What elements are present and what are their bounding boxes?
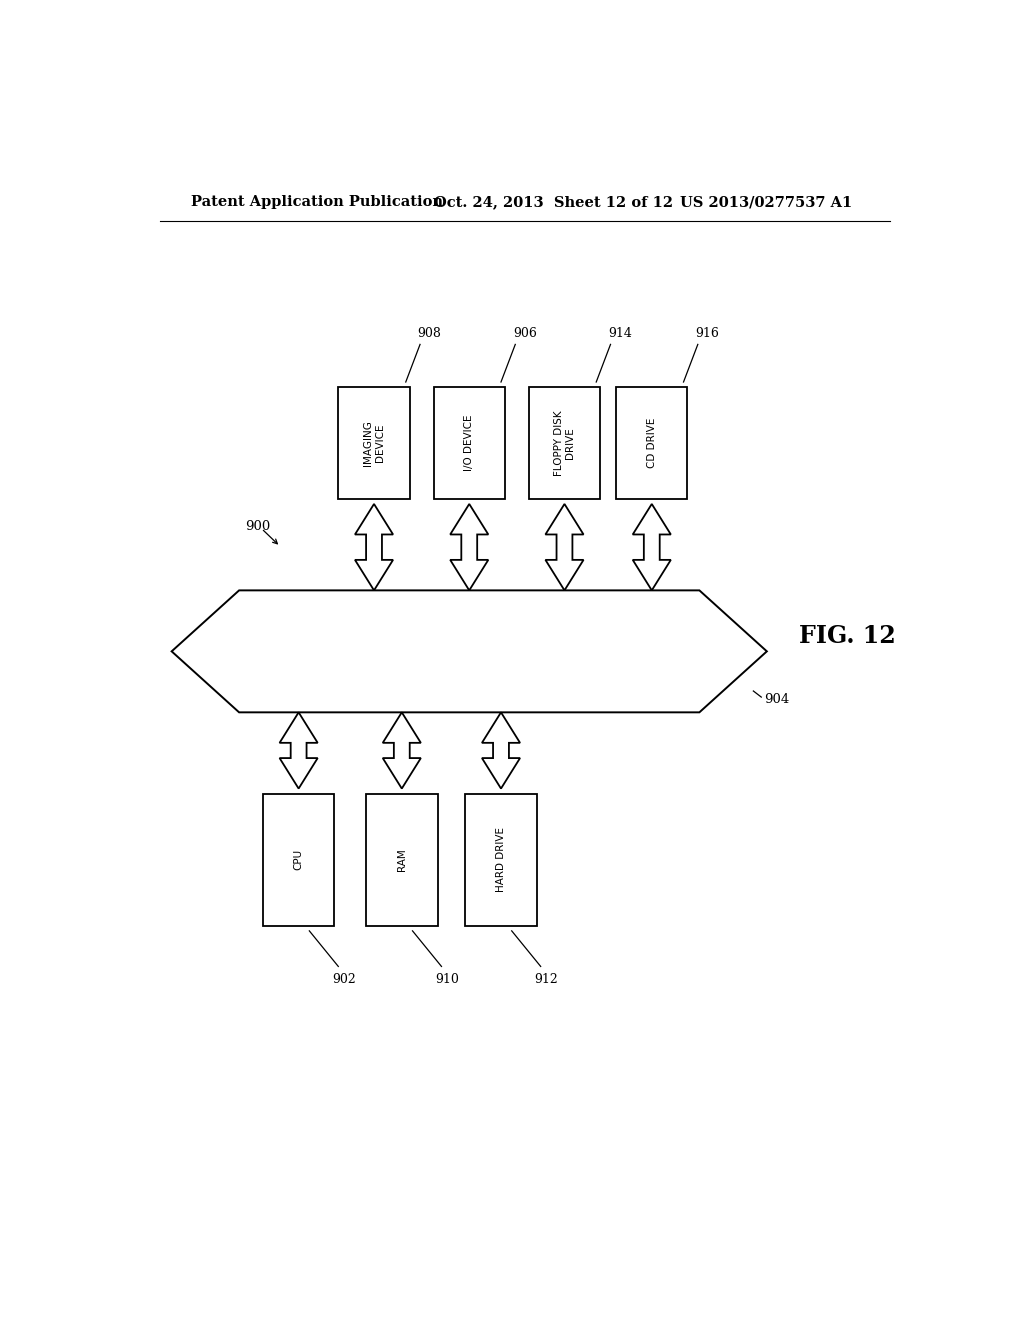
Bar (338, 387, 410, 499)
Polygon shape (451, 504, 488, 590)
Text: HARD DRIVE: HARD DRIVE (496, 828, 506, 892)
Text: 904: 904 (765, 693, 790, 706)
Text: US 2013/0277537 A1: US 2013/0277537 A1 (680, 195, 852, 209)
Text: FIG. 12: FIG. 12 (799, 624, 895, 648)
Text: 900: 900 (246, 520, 270, 533)
Bar (367, 793, 437, 925)
Text: IMAGING
DEVICE: IMAGING DEVICE (364, 420, 385, 466)
Polygon shape (546, 504, 584, 590)
Text: FLOPPY DISK
DRIVE: FLOPPY DISK DRIVE (554, 411, 575, 475)
Polygon shape (383, 713, 421, 788)
Polygon shape (482, 713, 520, 788)
Text: 914: 914 (608, 327, 632, 341)
Text: Oct. 24, 2013  Sheet 12 of 12: Oct. 24, 2013 Sheet 12 of 12 (433, 195, 673, 209)
Polygon shape (172, 590, 767, 713)
Text: I/O DEVICE: I/O DEVICE (464, 414, 474, 471)
Text: 902: 902 (332, 973, 355, 986)
Text: CPU: CPU (294, 849, 304, 870)
Bar (616, 387, 687, 499)
Text: Patent Application Publication: Patent Application Publication (191, 195, 443, 209)
Text: 912: 912 (535, 973, 558, 986)
Bar (263, 793, 334, 925)
Bar (433, 387, 505, 499)
Text: 910: 910 (435, 973, 459, 986)
Text: 906: 906 (513, 327, 537, 341)
Bar (528, 387, 600, 499)
Polygon shape (280, 713, 317, 788)
Polygon shape (355, 504, 393, 590)
Polygon shape (633, 504, 671, 590)
Bar (465, 793, 537, 925)
Text: RAM: RAM (396, 849, 407, 871)
Text: 916: 916 (695, 327, 719, 341)
Text: CD DRIVE: CD DRIVE (647, 418, 656, 469)
Text: 908: 908 (418, 327, 441, 341)
